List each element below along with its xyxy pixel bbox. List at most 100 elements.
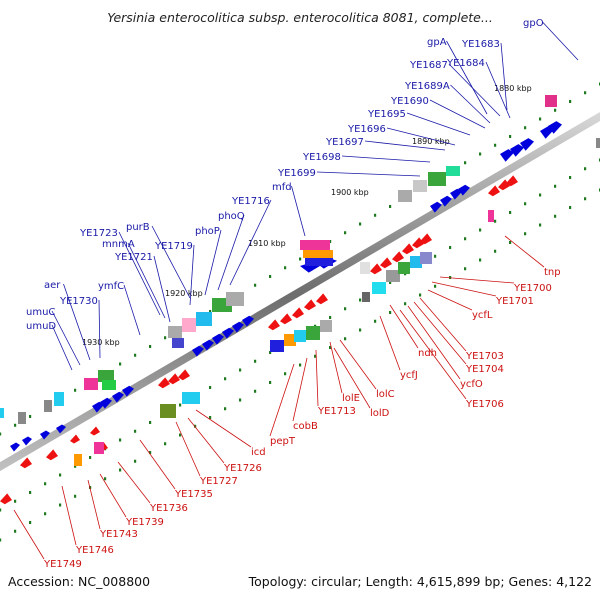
gene-label-tnp[interactable]: tnp — [544, 267, 561, 278]
gene-label-phoP[interactable]: phoP — [195, 226, 220, 237]
forward-gene-arrow — [122, 385, 134, 397]
gene-label-ymfC[interactable]: ymfC — [98, 281, 124, 292]
gene-label-lolE[interactable]: lolE — [342, 393, 360, 404]
tick-dash — [509, 211, 512, 214]
gene-label-umuC[interactable]: umuC — [26, 307, 55, 318]
label-connector — [364, 140, 446, 151]
label-connector — [542, 21, 579, 61]
gene-block — [596, 138, 600, 148]
reverse-gene-arrow — [280, 313, 292, 325]
gene-label-cobB[interactable]: cobB — [293, 421, 318, 432]
gene-label-YE1726[interactable]: YE1726 — [223, 463, 262, 474]
gene-block — [294, 330, 306, 342]
tick-dash — [374, 213, 377, 217]
label-connector — [292, 357, 308, 422]
reverse-gene-arrow — [0, 493, 12, 505]
tick-dash — [269, 381, 272, 384]
tick-dash — [119, 468, 122, 472]
gene-label-ycfJ[interactable]: ycfJ — [400, 370, 418, 381]
tick-dash — [329, 346, 332, 349]
tick-dash — [29, 415, 32, 418]
gene-label-ycfL[interactable]: ycfL — [472, 310, 493, 321]
gene-label-YE1716[interactable]: YE1716 — [231, 196, 270, 207]
label-connector — [51, 310, 81, 366]
gene-block — [420, 252, 432, 264]
gene-label-mfd[interactable]: mfd — [272, 182, 292, 193]
gene-label-YE1736[interactable]: YE1736 — [149, 503, 188, 514]
label-connector — [204, 229, 222, 296]
gene-label-YE1704[interactable]: YE1704 — [465, 364, 504, 375]
gene-label-YE1719[interactable]: YE1719 — [154, 241, 193, 252]
gene-block — [300, 240, 330, 250]
tick-dash — [359, 298, 362, 302]
tick-dash — [494, 143, 497, 147]
gene-label-YE1696[interactable]: YE1696 — [347, 124, 386, 135]
gene-label-YE1703[interactable]: YE1703 — [465, 351, 504, 362]
tick-dash — [119, 438, 122, 442]
gene-label-ndh[interactable]: ndh — [418, 348, 437, 359]
gene-label-YE1723[interactable]: YE1723 — [79, 228, 118, 239]
gene-label-mnmA[interactable]: mnmA — [102, 239, 135, 250]
gene-label-YE1721[interactable]: YE1721 — [114, 252, 153, 263]
gene-label-pepT[interactable]: pepT — [270, 436, 296, 447]
label-connector — [413, 301, 467, 365]
gene-label-gpO[interactable]: gpO — [523, 18, 544, 29]
tick-dash — [509, 241, 512, 244]
gene-labels: gpO gpA YE1683 YE1687 YE1684 YE1689A YE1690 YE1… — [26, 18, 561, 570]
tick-dash — [434, 254, 437, 258]
gene-label-YE1684[interactable]: YE1684 — [446, 58, 485, 69]
gene-label-umuD[interactable]: umuD — [26, 321, 56, 332]
label-connector — [123, 284, 141, 336]
tick-dash — [59, 503, 62, 507]
gene-label-icd[interactable]: icd — [251, 447, 266, 458]
reverse-gene-arrow — [90, 426, 100, 436]
gene-label-YE1706[interactable]: YE1706 — [465, 399, 504, 410]
label-connector — [399, 309, 467, 400]
label-connector — [189, 244, 195, 306]
gene-label-YE1713[interactable]: YE1713 — [317, 406, 356, 417]
tick-dash — [224, 377, 227, 381]
gene-label-YE1683[interactable]: YE1683 — [461, 39, 500, 50]
tick-dash — [539, 117, 542, 121]
label-connector — [187, 417, 225, 464]
reverse-gene-arrow — [392, 251, 404, 263]
gene-label-YE1687[interactable]: YE1687 — [409, 60, 448, 71]
gene-label-aer[interactable]: aer — [44, 280, 61, 291]
tick-dash — [209, 386, 212, 389]
gene-label-YE1739[interactable]: YE1739 — [125, 517, 164, 528]
reverse-gene-arrow — [506, 175, 518, 187]
tick-dash — [239, 368, 242, 372]
gene-label-YE1746[interactable]: YE1746 — [75, 545, 114, 556]
gene-label-gpA[interactable]: gpA — [427, 37, 447, 48]
reverse-gene-arrow — [292, 307, 304, 319]
gene-label-phoQ[interactable]: phoQ — [218, 211, 245, 222]
gene-block — [182, 318, 196, 332]
gene-label-YE1697[interactable]: YE1697 — [325, 137, 364, 148]
gene-label-lolD[interactable]: lolD — [370, 408, 390, 419]
gene-label-YE1727[interactable]: YE1727 — [199, 476, 238, 487]
gene-label-YE1698[interactable]: YE1698 — [302, 152, 341, 163]
gene-label-YE1700[interactable]: YE1700 — [513, 283, 552, 294]
gene-label-ycfO[interactable]: ycfO — [460, 379, 483, 390]
gene-label-YE1699[interactable]: YE1699 — [277, 168, 316, 179]
forward-gene-arrow — [222, 327, 234, 339]
forward-gene-arrow — [100, 397, 112, 409]
tick-dash — [329, 316, 332, 319]
tick-dash — [464, 267, 467, 271]
tick-dash — [584, 197, 587, 201]
reverse-gene-arrow — [402, 243, 414, 255]
gene-label-purB[interactable]: purB — [126, 222, 150, 233]
gene-label-YE1743[interactable]: YE1743 — [99, 529, 138, 540]
gene-label-YE1690[interactable]: YE1690 — [390, 96, 429, 107]
tick-dash — [569, 176, 572, 179]
gene-label-YE1735[interactable]: YE1735 — [174, 489, 213, 500]
gene-label-lolC[interactable]: lolC — [376, 389, 395, 400]
gene-label-YE1695[interactable]: YE1695 — [367, 109, 406, 120]
label-connector — [341, 155, 431, 163]
gene-label-YE1730[interactable]: YE1730 — [59, 296, 98, 307]
gene-label-YE1689A[interactable]: YE1689A — [404, 81, 450, 92]
gene-label-YE1749[interactable]: YE1749 — [43, 559, 82, 570]
label-connector — [316, 171, 421, 177]
tick-dash — [44, 512, 47, 516]
gene-label-YE1701[interactable]: YE1701 — [495, 296, 534, 307]
